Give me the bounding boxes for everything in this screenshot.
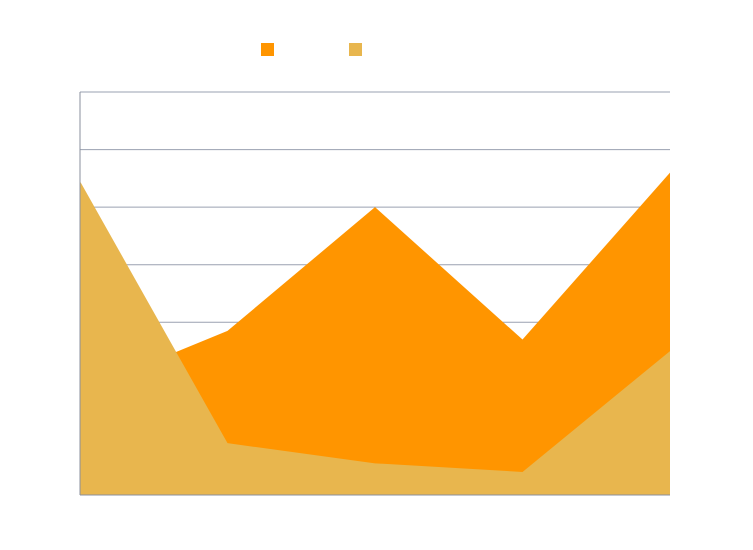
legend-item-2 [349,43,362,56]
legend [261,43,362,56]
legend-swatch-2 [349,43,362,56]
legend-item-1 [261,43,274,56]
series-2-area [80,181,670,495]
legend-swatch-1 [261,43,274,56]
series-areas [80,172,670,495]
axes [79,92,670,496]
series-1-area [80,172,670,495]
